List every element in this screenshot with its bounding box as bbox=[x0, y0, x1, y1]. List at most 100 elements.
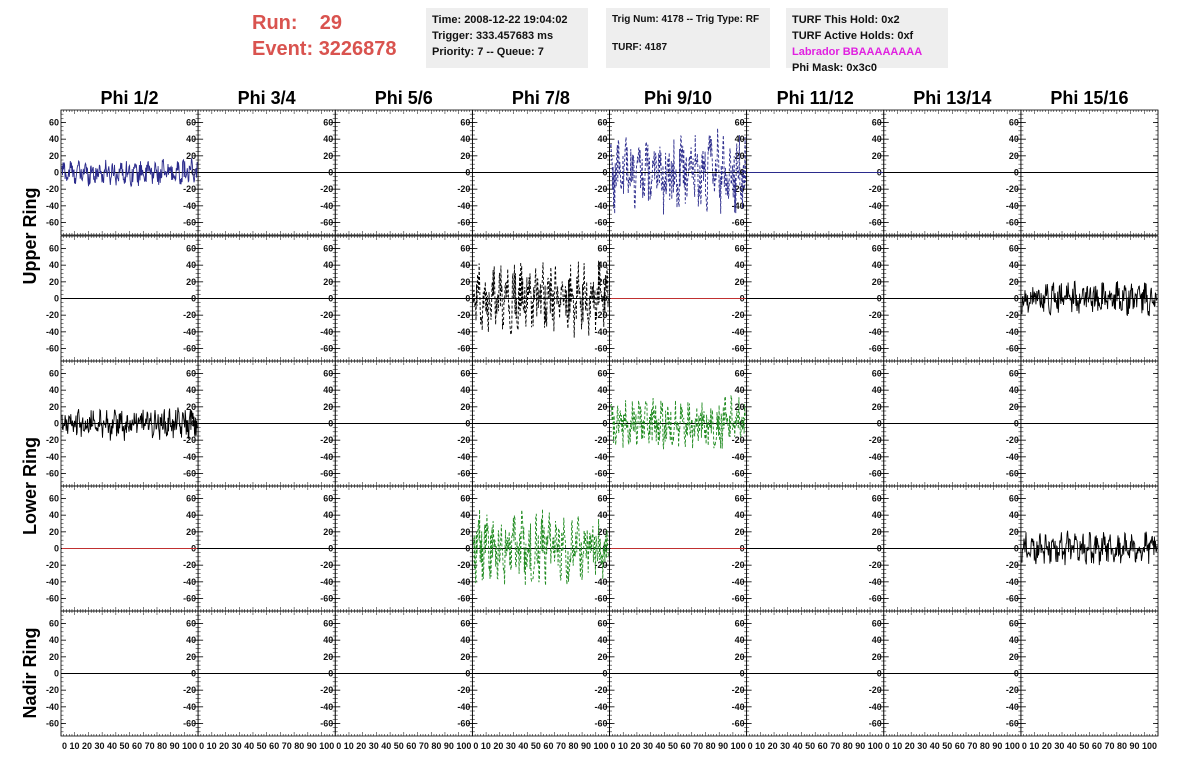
y-tick-label: 20 bbox=[186, 527, 196, 537]
y-tick-label: 60 bbox=[460, 494, 470, 504]
y-tick-label: -60 bbox=[1006, 469, 1019, 479]
y-tick-label: 60 bbox=[49, 494, 59, 504]
y-tick-label: -40 bbox=[320, 577, 333, 587]
y-tick-label: 20 bbox=[872, 151, 882, 161]
y-tick-label: 0 bbox=[1014, 419, 1019, 429]
y-tick-label: 60 bbox=[49, 369, 59, 379]
y-tick-label: 40 bbox=[186, 385, 196, 395]
y-tick-label: 40 bbox=[597, 260, 607, 270]
run-label: Run: bbox=[252, 12, 298, 34]
y-tick-label: 20 bbox=[460, 151, 470, 161]
y-tick-label: -60 bbox=[732, 469, 745, 479]
y-tick-label: 60 bbox=[186, 244, 196, 254]
y-tick-label: 20 bbox=[186, 151, 196, 161]
y-tick-label: 20 bbox=[49, 277, 59, 287]
y-tick-label: -40 bbox=[183, 327, 196, 337]
y-tick-label: 0 bbox=[328, 419, 333, 429]
y-tick-label: -20 bbox=[46, 310, 59, 320]
trig-info-box: Trig Num: 4178 -- Trig Type: RF TURF: 41… bbox=[606, 8, 770, 68]
y-tick-label: 60 bbox=[872, 244, 882, 254]
y-tick-label: 60 bbox=[460, 118, 470, 128]
y-tick-label: -20 bbox=[869, 184, 882, 194]
y-tick-label: 0 bbox=[465, 168, 470, 178]
y-tick-label: -60 bbox=[732, 344, 745, 354]
y-tick-label: -40 bbox=[1006, 452, 1019, 462]
y-tick-label: -60 bbox=[320, 218, 333, 228]
y-tick-label: -40 bbox=[457, 452, 470, 462]
y-tick-label: -60 bbox=[46, 218, 59, 228]
y-tick-label: -40 bbox=[594, 452, 607, 462]
y-tick-label: -40 bbox=[594, 201, 607, 211]
y-tick-label: 0 bbox=[54, 419, 59, 429]
y-tick-label: -40 bbox=[320, 327, 333, 337]
y-tick-label: 0 bbox=[602, 168, 607, 178]
y-tick-label: -40 bbox=[732, 201, 745, 211]
y-tick-label: -60 bbox=[594, 218, 607, 228]
y-tick-label: -60 bbox=[1006, 218, 1019, 228]
y-tick-label: 40 bbox=[460, 134, 470, 144]
y-tick-label: 40 bbox=[186, 260, 196, 270]
y-tick-label: -20 bbox=[320, 184, 333, 194]
y-tick-label: 60 bbox=[186, 494, 196, 504]
y-tick-label: -40 bbox=[46, 452, 59, 462]
y-tick-label: -40 bbox=[457, 201, 470, 211]
y-tick-label: -40 bbox=[183, 577, 196, 587]
y-tick-label: -60 bbox=[46, 344, 59, 354]
y-tick-label: 0 bbox=[54, 544, 59, 554]
y-tick-label: 40 bbox=[460, 260, 470, 270]
y-tick-label: 0 bbox=[1014, 168, 1019, 178]
y-tick-label: 40 bbox=[49, 260, 59, 270]
y-tick-label: -20 bbox=[320, 435, 333, 445]
y-tick-label: -60 bbox=[869, 469, 882, 479]
y-tick-label: -60 bbox=[457, 218, 470, 228]
column-title: Phi 5/6 bbox=[375, 88, 433, 108]
y-tick-label: -20 bbox=[46, 560, 59, 570]
y-tick-label: 20 bbox=[460, 527, 470, 537]
y-tick-label: 40 bbox=[323, 510, 333, 520]
y-tick-label: 40 bbox=[49, 510, 59, 520]
y-tick-label: -40 bbox=[46, 577, 59, 587]
y-tick-label: -60 bbox=[457, 344, 470, 354]
y-tick-label: 20 bbox=[597, 402, 607, 412]
y-tick-label: -40 bbox=[869, 452, 882, 462]
y-tick-label: 40 bbox=[872, 260, 882, 270]
y-tick-label: -20 bbox=[183, 435, 196, 445]
y-tick-label: -40 bbox=[320, 201, 333, 211]
y-tick-label: 0 bbox=[191, 294, 196, 304]
priority-text: Priority: 7 -- Queue: 7 bbox=[432, 46, 544, 58]
y-tick-label: 0 bbox=[877, 419, 882, 429]
y-tick-label: -20 bbox=[732, 435, 745, 445]
run-value: 29 bbox=[319, 12, 343, 34]
y-tick-label: 60 bbox=[460, 369, 470, 379]
y-tick-label: -20 bbox=[869, 310, 882, 320]
y-tick-label: -60 bbox=[594, 344, 607, 354]
y-tick-label: 0 bbox=[328, 544, 333, 554]
y-tick-label: 0 bbox=[602, 419, 607, 429]
y-tick-label: -20 bbox=[457, 310, 470, 320]
y-tick-label: 60 bbox=[735, 369, 745, 379]
y-tick-label: -60 bbox=[1006, 344, 1019, 354]
y-tick-label: -40 bbox=[457, 577, 470, 587]
y-tick-label: -40 bbox=[1006, 201, 1019, 211]
y-tick-label: 40 bbox=[735, 385, 745, 395]
y-tick-label: 40 bbox=[49, 385, 59, 395]
turf-active-holds-text: TURF Active Holds: 0xf bbox=[792, 30, 914, 42]
y-tick-label: -60 bbox=[320, 594, 333, 604]
y-tick-label: -40 bbox=[183, 201, 196, 211]
y-tick-label: 60 bbox=[460, 244, 470, 254]
y-tick-label: 60 bbox=[735, 244, 745, 254]
y-tick-label: 40 bbox=[460, 385, 470, 395]
y-tick-label: 40 bbox=[186, 134, 196, 144]
y-tick-label: 60 bbox=[323, 244, 333, 254]
y-tick-label: -20 bbox=[594, 310, 607, 320]
y-tick-label: 40 bbox=[735, 260, 745, 270]
y-tick-label: -60 bbox=[320, 469, 333, 479]
y-tick-label: -40 bbox=[1006, 327, 1019, 337]
y-tick-label: 40 bbox=[323, 260, 333, 270]
y-tick-label: -20 bbox=[183, 560, 196, 570]
column-title: Phi 9/10 bbox=[644, 88, 712, 108]
y-tick-label: 20 bbox=[186, 402, 196, 412]
y-tick-label: -20 bbox=[869, 435, 882, 445]
y-tick-label: 60 bbox=[872, 369, 882, 379]
